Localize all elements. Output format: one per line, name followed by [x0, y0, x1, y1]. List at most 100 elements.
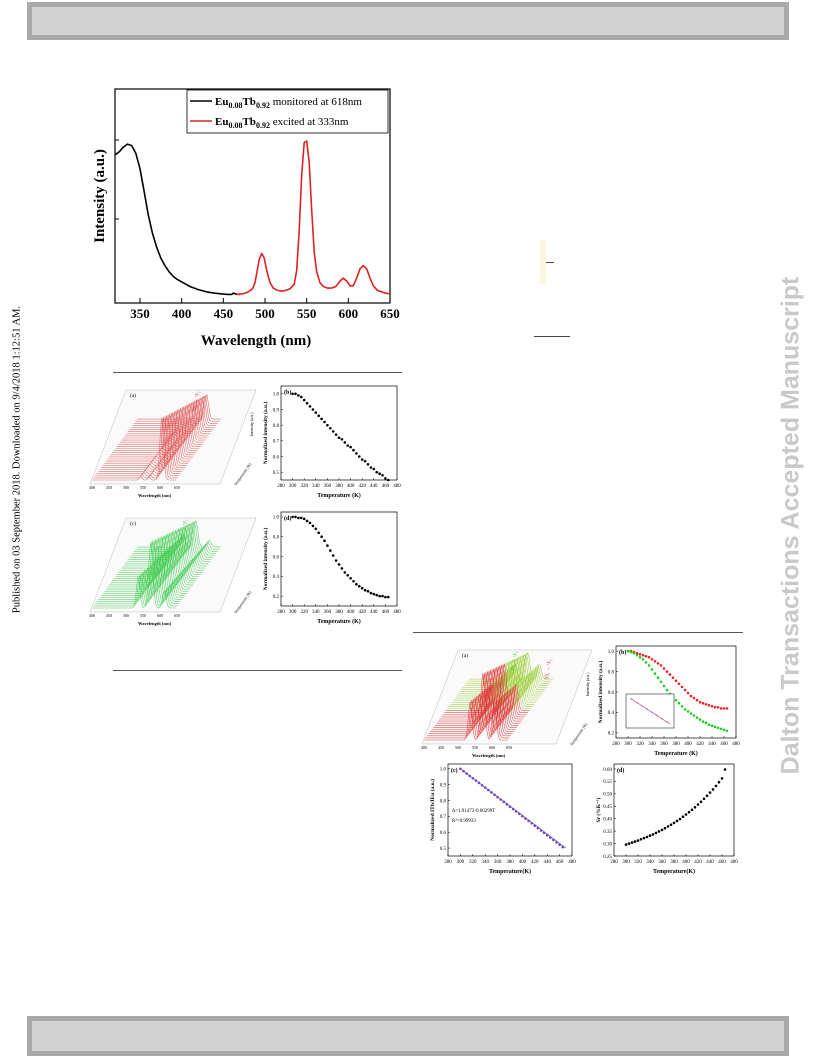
- data-point: [635, 651, 639, 655]
- data-point: [666, 825, 670, 828]
- y-axis-label: Intensity (a.u.): [585, 672, 590, 696]
- panel-a-right-waterfall: (a) ⁵D₄ → ⁷F₅ ⁵D₀ → ⁷F₂ 400 450 500 550 600 6…: [421, 649, 593, 758]
- data-point: [659, 680, 663, 684]
- x-tick-label: 440: [708, 742, 716, 747]
- y-tick-label: 0.9: [273, 408, 280, 413]
- equation-fraction-bar: [540, 262, 554, 263]
- data-point: [659, 664, 663, 667]
- data-point: [294, 392, 297, 396]
- x-tick-label: 340: [481, 860, 489, 865]
- y-tick-label: 0.6: [273, 455, 280, 460]
- y-axis-label: Normalized ITb/IEu (a.u.): [429, 779, 436, 841]
- left-figure-bottom-rule: [113, 670, 402, 671]
- data-point: [711, 788, 715, 791]
- y-axis-label: Normalized intensity (a.u.): [262, 402, 269, 465]
- data-point: [358, 455, 361, 458]
- inset-point: [646, 708, 648, 710]
- data-point: [349, 445, 352, 449]
- y-tick-label: 1.0: [608, 650, 615, 655]
- x-tick-label: 650: [380, 306, 400, 321]
- x-tick-label: 360: [324, 484, 332, 489]
- x-tick-label: 460: [556, 860, 564, 865]
- data-point: [725, 707, 729, 710]
- x-tick-label: 480: [393, 484, 401, 489]
- data-point: [650, 658, 654, 661]
- data-point: [363, 459, 367, 463]
- x-tick-label: 320: [300, 484, 308, 489]
- wavelength-tick-label: 650: [174, 613, 180, 618]
- waterfall-curve: [102, 536, 187, 594]
- transition-annotation-eu: ⁵D₀ → ⁷F₂: [544, 658, 554, 680]
- waterfall-curve: [98, 414, 183, 472]
- x-tick-label: 420: [358, 484, 366, 489]
- x-tick-label: 440: [706, 860, 714, 865]
- data-point: [669, 823, 673, 826]
- waterfall-red-curves: [92, 394, 221, 481]
- left-figure-top-rule: [113, 372, 402, 373]
- data-point: [710, 705, 714, 708]
- data-point: [355, 582, 358, 586]
- x-axis-label: Wavelength (nm): [201, 333, 311, 349]
- x-tick-label: 280: [277, 484, 285, 489]
- data-point: [291, 392, 294, 396]
- data-point: [508, 805, 512, 808]
- legend-entry-monitored: Eu0.08Tb0.92 monitored at 618nm: [215, 96, 362, 110]
- y-tick-label: 1.0: [440, 768, 447, 773]
- waterfall-curve: [116, 404, 201, 447]
- x-axis-label: Wavelength (nm): [138, 621, 172, 626]
- data-point: [642, 836, 646, 840]
- y-tick-label: 0.60: [603, 768, 612, 773]
- waterfall-curve: [104, 411, 189, 464]
- data-point: [647, 664, 651, 667]
- y-tick-label: 0.4: [273, 575, 280, 580]
- wavelength-tick-label: 600: [489, 745, 495, 750]
- x-tick-label: 440: [370, 610, 378, 615]
- data-point: [720, 777, 724, 780]
- y-axis-label: Sr (%K⁻¹): [595, 797, 602, 822]
- x-tick-label: 300: [624, 742, 632, 747]
- data-point: [320, 535, 323, 538]
- x-tick-label: 320: [300, 610, 308, 615]
- data-point: [692, 714, 696, 717]
- data-point: [663, 826, 667, 830]
- data-point: [369, 466, 373, 469]
- data-point: [329, 427, 332, 430]
- equation-highlight: [540, 240, 546, 284]
- data-point: [704, 721, 708, 724]
- y-tick-label: 0.25: [603, 855, 612, 860]
- waterfall-curve: [106, 535, 190, 590]
- y-tick-label: 0.40: [603, 818, 612, 823]
- data-point: [626, 649, 630, 653]
- data-point: [689, 712, 693, 715]
- footer-bar: [27, 1016, 789, 1056]
- wavelength-tick-label: 600: [157, 485, 163, 490]
- data-point: [701, 701, 705, 705]
- data-point: [677, 701, 681, 705]
- legend: Eu0.08Tb0.92 monitored at 618nm Eu0.08Tb…: [186, 89, 389, 134]
- data-point: [305, 401, 309, 405]
- series-line-monitored: [114, 143, 241, 296]
- data-point: [358, 584, 361, 588]
- data-point: [671, 676, 675, 679]
- y-tick-label: 0.2: [608, 732, 615, 737]
- legend-box: [186, 89, 389, 134]
- data-point: [384, 477, 387, 480]
- data-point: [378, 594, 381, 598]
- data-point: [635, 653, 639, 657]
- data-point: [311, 408, 315, 411]
- x-tick-label: 500: [255, 306, 275, 321]
- data-point: [326, 544, 329, 547]
- waterfall-curve: [427, 672, 512, 737]
- x-tick-label: 400: [347, 610, 355, 615]
- data-point: [674, 679, 678, 683]
- data-point: [672, 821, 676, 825]
- fit-equation: Δ=1.91473-0.00299T: [452, 809, 495, 814]
- waterfall-curve: [93, 540, 178, 607]
- data-point: [684, 813, 688, 816]
- publication-stamp-text: Published on 03 September 2018. Download…: [11, 305, 23, 614]
- wavelength-tick-label: 650: [174, 485, 180, 490]
- x-tick-label: 360: [658, 860, 666, 865]
- x-tick-label: 420: [694, 860, 702, 865]
- data-point: [680, 685, 684, 689]
- data-point: [654, 831, 658, 835]
